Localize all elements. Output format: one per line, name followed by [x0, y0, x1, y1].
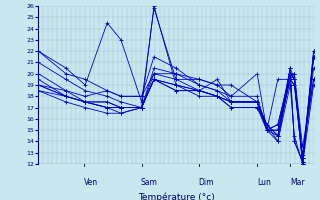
Text: Dim: Dim: [198, 178, 214, 187]
Text: Sam: Sam: [140, 178, 157, 187]
Text: Température (°c): Température (°c): [138, 192, 214, 200]
Text: Ven: Ven: [84, 178, 98, 187]
Text: Mar: Mar: [290, 178, 304, 187]
Text: Lun: Lun: [257, 178, 271, 187]
